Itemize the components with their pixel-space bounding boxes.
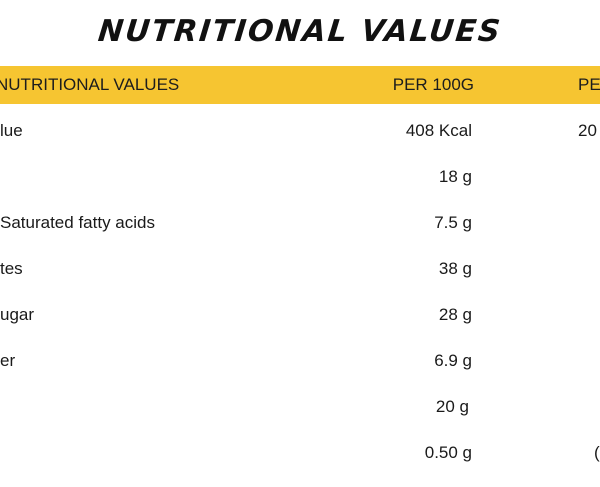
row-value-per-100g: 6.9 g bbox=[434, 351, 472, 370]
table-row: ugar 28 g bbox=[0, 300, 600, 330]
row-label: tes bbox=[0, 259, 23, 278]
page-title: NUTRITIONAL VALUES bbox=[96, 14, 504, 49]
table-row: er 6.9 g bbox=[0, 346, 600, 376]
row-label: er bbox=[0, 351, 16, 370]
row-value-per-100g: 18 g bbox=[438, 167, 472, 186]
header-label: NUTRITIONAL VALUES bbox=[0, 75, 180, 94]
table-row: Saturated fatty acids 7.5 g bbox=[0, 208, 600, 238]
row-value-per-100g: 38 g bbox=[438, 259, 472, 278]
row-value-per-100g: 7.5 g bbox=[434, 213, 472, 232]
table-row: tes 38 g bbox=[0, 254, 600, 284]
table-row: lue 408 Kcal 20 bbox=[0, 116, 600, 146]
row-value-per-100g: 28 g bbox=[438, 305, 472, 324]
row-value-per-100g: 408 Kcal bbox=[405, 121, 472, 140]
header-per-100g: PER 100G bbox=[392, 75, 474, 94]
row-value-per-100g: 0.50 g bbox=[424, 443, 472, 462]
row-label: ugar bbox=[0, 305, 35, 324]
table-row: 18 g bbox=[0, 162, 600, 192]
table-row: 0.50 g ( bbox=[0, 438, 600, 468]
row-label: Saturated fatty acids bbox=[0, 213, 155, 232]
header-per-serving: PE bbox=[578, 75, 600, 94]
row-value-per-100g: 20 g bbox=[435, 397, 469, 416]
table-header: NUTRITIONAL VALUES PER 100G PE bbox=[0, 66, 600, 104]
row-label: lue bbox=[0, 121, 23, 140]
table-row: 20 g bbox=[0, 392, 600, 422]
row-value-per-serving: 20 bbox=[578, 121, 597, 140]
row-value-per-serving: ( bbox=[594, 443, 600, 462]
